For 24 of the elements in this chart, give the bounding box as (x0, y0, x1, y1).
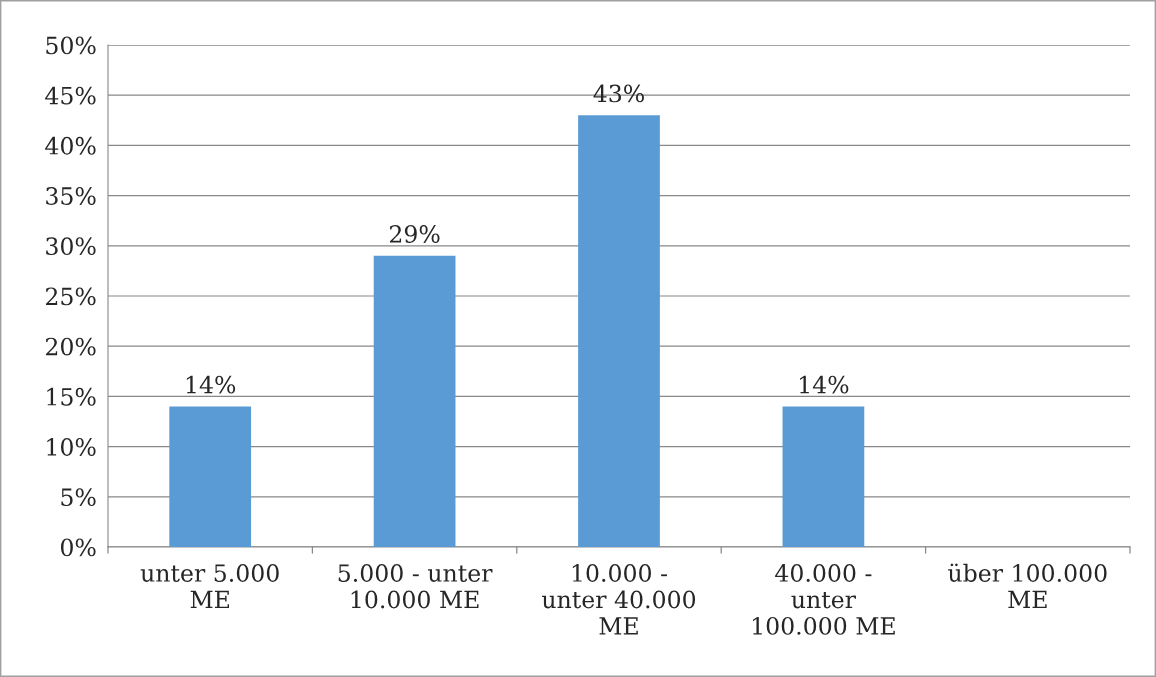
data-label: 14% (800, 375, 849, 394)
bar (169, 406, 252, 547)
data-label: 43% (593, 84, 644, 103)
y-tick-label: 10% (47, 438, 96, 456)
y-tick-label: 40% (45, 136, 96, 155)
y-tick-label: 25% (46, 287, 96, 306)
y-tick-label: 50% (46, 36, 96, 55)
bar (578, 115, 660, 547)
x-tick-label: 10.000 - unter 40.000 ME (541, 564, 696, 635)
data-label: 14% (186, 375, 236, 394)
x-tick-label: 40.000 - unter 100.000 ME (753, 564, 895, 635)
x-tick-label: unter 5.000 ME (140, 564, 279, 609)
x-tick-label: 5.000 - unter 10.000 ME (338, 564, 493, 609)
bar (373, 255, 456, 547)
data-label: 29% (389, 225, 440, 243)
y-tick-label: 0% (60, 538, 96, 557)
y-tick-label: 30% (46, 237, 96, 256)
bar (782, 406, 865, 547)
y-tick-label: 15% (47, 387, 96, 406)
y-tick-label: 45% (45, 86, 96, 105)
y-tick-label: 20% (46, 337, 96, 356)
y-tick-label: 5% (61, 488, 96, 507)
y-tick-label: 35% (46, 187, 96, 205)
x-tick-label: über 100.000 ME (948, 563, 1107, 609)
